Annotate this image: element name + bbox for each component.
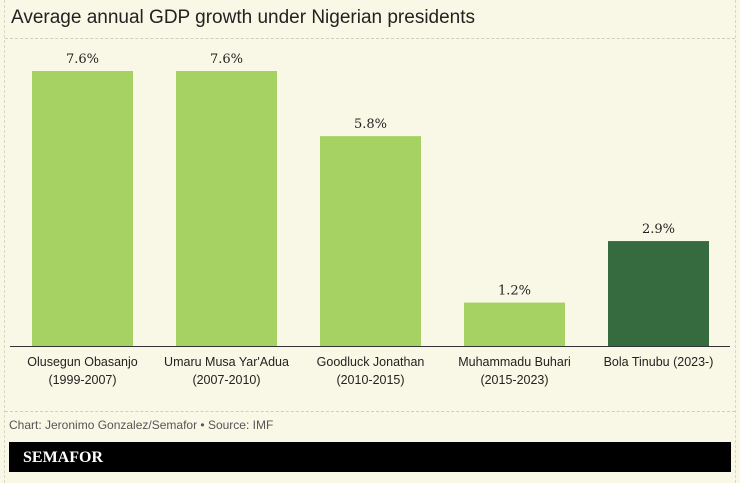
divider-top [5, 38, 735, 39]
x-tick-label: (2015-2023) [480, 373, 548, 387]
x-tick-label: (2010-2015) [336, 373, 404, 387]
bar-chart: 7.6% Olusegun Obasanjo (1999-2007) 7.6% Umar… [10, 52, 730, 387]
data-label: 2.9% [642, 222, 675, 237]
x-tick-label: Muhammadu Buhari [458, 355, 571, 369]
data-label: 5.8% [354, 117, 387, 132]
footer-bar: SEMAFOR [9, 442, 731, 472]
bar [320, 136, 421, 346]
divider-bottom [5, 411, 735, 412]
x-tick-label: Bola Tinubu (2023-) [604, 355, 714, 369]
x-tick-label: Goodluck Jonathan [317, 355, 425, 369]
bar [608, 241, 709, 346]
bar [464, 302, 565, 346]
credit-text: Chart: Jeronimo Gonzalez/Semafor • Sourc… [9, 418, 274, 432]
x-tick-label: (2007-2010) [192, 373, 260, 387]
chart-title: Average annual GDP growth under Nigerian… [11, 7, 476, 28]
x-tick-label: Umaru Musa Yar'Adua [164, 355, 289, 369]
data-label: 7.6% [66, 52, 99, 67]
x-tick-label: Olusegun Obasanjo [27, 355, 138, 369]
data-label: 7.6% [210, 52, 243, 67]
data-label: 1.2% [498, 284, 531, 299]
border-right [735, 0, 736, 483]
border-left [4, 0, 5, 483]
bar [32, 71, 133, 346]
x-tick-label: (1999-2007) [48, 373, 116, 387]
bar [176, 71, 277, 346]
semafor-logo: SEMAFOR [23, 449, 103, 466]
